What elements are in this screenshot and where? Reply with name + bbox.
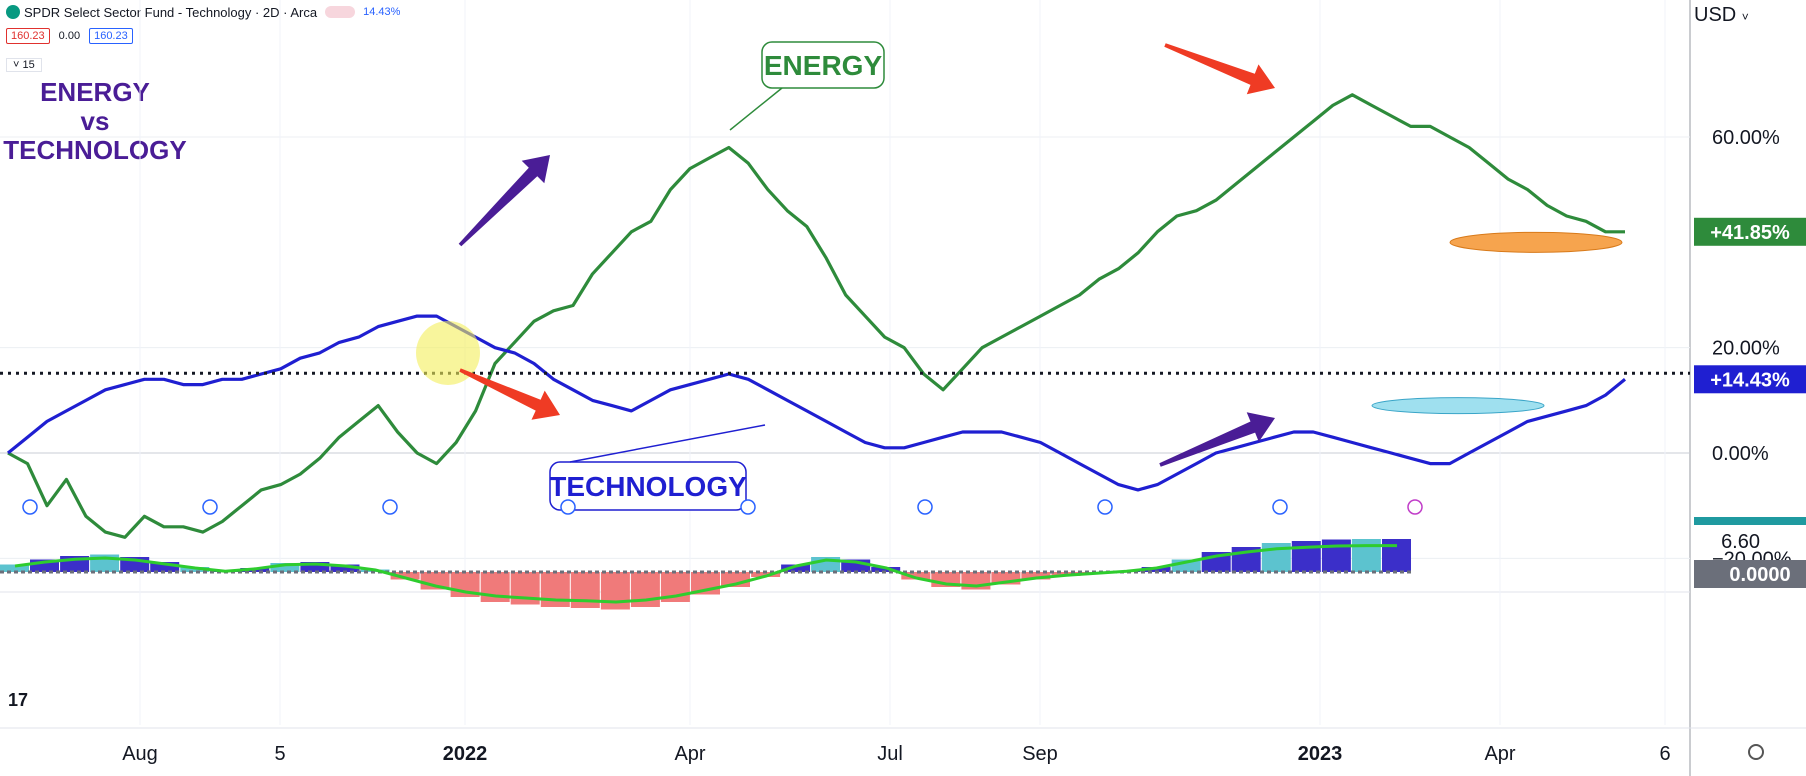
last-value-label: +41.85% xyxy=(1710,222,1790,244)
x-tick-label: Aug xyxy=(122,743,158,765)
histogram-bar xyxy=(1021,572,1051,580)
close-value: 160.23 xyxy=(89,28,133,44)
dividend-marker-icon xyxy=(22,499,38,515)
histogram-bar xyxy=(871,567,901,572)
x-tick-label: Jul xyxy=(877,743,903,765)
annotation-title-line: vs xyxy=(80,106,110,136)
histogram-bar xyxy=(901,572,931,580)
tradingview-logo: 17 xyxy=(8,690,29,710)
energy-callout-label: ENERGY xyxy=(764,50,883,81)
last-value-badge xyxy=(1694,217,1806,246)
technology-callout-label: TECHNOLOGY xyxy=(549,471,747,502)
dividend-marker-icon xyxy=(1407,499,1423,515)
dividend-marker-icon xyxy=(382,499,398,515)
histogram-bar xyxy=(600,572,630,610)
x-tick-label: 5 xyxy=(274,743,285,765)
ohlc-values: 160.23 0.00 160.23 xyxy=(6,28,133,44)
arrow-up-annotation xyxy=(1159,412,1275,467)
annotation-title: ENERGY vs TECHNOLOGY xyxy=(0,78,190,165)
change-percent: 14.43% xyxy=(363,6,401,18)
settings-gear-icon[interactable] xyxy=(1748,744,1764,760)
dividend-marker-icon xyxy=(560,499,576,515)
arrow-down-annotation xyxy=(1164,43,1275,95)
histogram-bar xyxy=(150,562,180,572)
histogram-bar xyxy=(0,564,29,572)
symbol-logo-icon xyxy=(6,5,20,19)
dividend-marker-icon xyxy=(740,499,756,515)
osc-value-marker xyxy=(1694,517,1806,525)
chart-header: SPDR Select Sector Fund - Technology · 2… xyxy=(0,0,400,24)
change-value: 0.00 xyxy=(58,30,81,42)
histogram-bar xyxy=(751,572,781,577)
x-tick-label: Sep xyxy=(1022,743,1058,765)
dropdown-chevron-icon: ˅ xyxy=(13,59,20,71)
histogram-bar xyxy=(781,564,811,572)
histogram-bar xyxy=(390,572,420,580)
arrow-down-annotation xyxy=(459,368,560,420)
energy-support-ellipse xyxy=(1449,231,1623,253)
x-tick-label: 2022 xyxy=(443,743,488,765)
energy-callout-box xyxy=(761,41,885,89)
last-value-label: +14.43% xyxy=(1710,369,1790,391)
dividend-marker-icon xyxy=(1272,499,1288,515)
last-value-badge xyxy=(1694,365,1806,394)
histogram-bar xyxy=(300,562,330,572)
symbol-name[interactable]: SPDR Select Sector Fund - Technology · 2… xyxy=(24,4,318,20)
histogram-bar xyxy=(180,567,210,572)
energy-callout-pointer xyxy=(729,87,783,131)
osc-zero-badge xyxy=(1694,560,1806,588)
currency-selector[interactable]: USD ˅ xyxy=(1694,4,1749,27)
length-setting[interactable]: ˅ 15 xyxy=(6,58,42,72)
x-tick-label: 2023 xyxy=(1298,743,1343,765)
y-tick-label: 20.00% xyxy=(1712,338,1780,360)
technology-callout-box xyxy=(549,461,747,511)
y-tick-label: 60.00% xyxy=(1712,127,1780,149)
x-tick-label: Apr xyxy=(674,743,705,765)
series-line-energy xyxy=(7,93,1625,539)
open-value: 160.23 xyxy=(6,28,50,44)
length-value: 15 xyxy=(22,59,35,71)
annotation-title-line: TECHNOLOGY xyxy=(3,135,187,165)
annotation-title-line: ENERGY xyxy=(40,77,150,107)
histogram-bar xyxy=(270,563,300,572)
x-tick-label: 6 xyxy=(1659,743,1670,765)
oscillator-signal-line xyxy=(14,544,1397,604)
chevron-down-icon: ˅ xyxy=(1741,10,1749,24)
y-tick-label: 0.00% xyxy=(1712,443,1769,465)
currency-label: USD xyxy=(1694,4,1737,26)
tech-support-ellipse xyxy=(1371,397,1545,415)
dividend-marker-icon xyxy=(202,499,218,515)
series-line-technology xyxy=(6,314,1627,492)
osc-zero-label: 0.0000 xyxy=(1729,564,1790,586)
x-tick-label: Apr xyxy=(1484,743,1515,765)
osc-value-label: 6.60 xyxy=(1721,531,1760,553)
arrow-up-annotation xyxy=(458,155,550,247)
status-pill-icon xyxy=(325,6,356,18)
histogram-bar xyxy=(330,564,360,572)
dividend-marker-icon xyxy=(1097,499,1113,515)
dividend-marker-icon xyxy=(917,499,933,515)
technology-callout-pointer xyxy=(569,424,766,463)
histogram-bar xyxy=(1351,539,1381,572)
histogram-bar xyxy=(1382,539,1411,572)
crossover-highlight xyxy=(416,320,480,385)
